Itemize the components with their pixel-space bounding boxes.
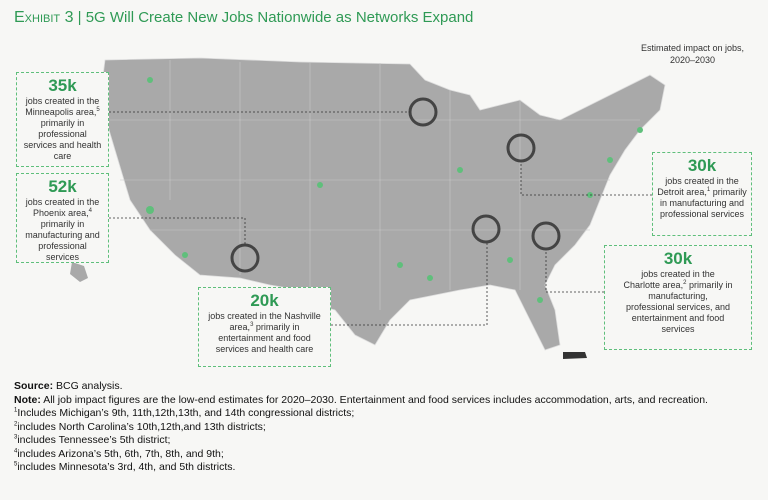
- footnote-text: includes Minnesota’s 3rd, 4th, and 5th d…: [17, 461, 236, 473]
- callout-text: jobs created in the Minneapolis area,5 p…: [21, 96, 104, 162]
- footnote-text: Includes Michigan’s 9th, 11th,12th,13th,…: [17, 407, 355, 419]
- title: Exhibit 3 | 5G Will Create New Jobs Nati…: [14, 9, 473, 27]
- footnote-mark: 2: [14, 421, 18, 427]
- footnote-mark: 3: [250, 322, 254, 328]
- state-borders: [110, 60, 640, 310]
- footnote-mark: 1: [706, 187, 711, 193]
- footnote-text: includes Arizona’s 5th, 6th, 7th, 8th, a…: [17, 447, 224, 460]
- legend-text: Estimated impact on jobs,: [640, 43, 744, 53]
- note-text: All job impact figures are the low-end e…: [43, 393, 708, 406]
- us-map: [99, 57, 666, 351]
- title-text: 5G Will Create New Jobs Nationwide as Ne…: [85, 9, 474, 26]
- source-text: BCG analysis.: [56, 380, 123, 392]
- callout-value: 20k: [250, 291, 279, 310]
- callout-value: 35k: [48, 76, 77, 95]
- callout-place: jobs created in the Nashville area,: [208, 311, 321, 332]
- callout-place: jobs created in the Charlotte area,: [623, 269, 715, 290]
- callout-detail: primarily in manufacturing and professio…: [659, 187, 747, 219]
- exhibit-label: Exhibit 3: [14, 9, 74, 26]
- footnote-text: includes North Carolina’s 10th,12th,and …: [17, 420, 266, 433]
- callout-value: 52k: [48, 177, 77, 196]
- footnotes: 1Includes Michigan’s 9th, 11th,12th,13th…: [14, 407, 759, 475]
- callout-text: jobs created in the Phoenix area,4 prima…: [21, 197, 104, 263]
- callout-detail: primarily in manufacturing, professional…: [625, 280, 733, 334]
- callout: 52k jobs created in the Phoenix area,4 pr…: [16, 173, 109, 263]
- source: Source: BCG analysis.: [14, 380, 759, 394]
- legend: Estimated impact on jobs, 2020–2030: [641, 42, 744, 66]
- callout: 30k jobs created in the Detroit area,1 pr…: [652, 152, 752, 236]
- note-label: Note:: [14, 393, 41, 406]
- hawaii: [70, 262, 88, 282]
- footnote-mark: 1: [14, 407, 18, 414]
- highlight-circles: [230, 97, 561, 273]
- footnote-mark: 5: [96, 107, 100, 113]
- footnote-mark: 2: [683, 280, 687, 286]
- legend-text: 2020–2030: [669, 55, 715, 65]
- footnote-mark: 4: [88, 208, 92, 214]
- callout-text: jobs created in the Nashville area,3 pri…: [203, 311, 326, 355]
- leader-lines: [109, 111, 652, 326]
- callout: 20k jobs created in the Nashville area,3 …: [198, 287, 331, 367]
- footnote: 4includes Arizona’s 5th, 6th, 7th, 8th, …: [14, 448, 759, 462]
- footnote: 5includes Minnesota’s 3rd, 4th, and 5th …: [14, 461, 759, 475]
- callout-detail: primarily in professional services and h…: [23, 118, 102, 161]
- callout: 35k jobs created in the Minneapolis area,…: [16, 72, 109, 167]
- callout-text: jobs created in the Detroit area,1 prima…: [657, 176, 747, 220]
- footnote-mark: 3: [14, 434, 18, 441]
- callout-place: jobs created in the Phoenix area,: [25, 197, 100, 218]
- source-label: Source:: [14, 380, 54, 392]
- callout-place: jobs created in the Minneapolis area,: [25, 96, 100, 117]
- footnote-mark: 4: [14, 448, 18, 454]
- callout-value: 30k: [687, 156, 717, 175]
- footer: Source: BCG analysis. Note: All job impa…: [14, 380, 759, 475]
- callout-detail: primarily in entertainment and food serv…: [215, 322, 314, 354]
- map: [70, 57, 666, 359]
- footnote-mark: 5: [14, 461, 18, 468]
- callout-detail: primarily in manufacturing and professio…: [25, 219, 100, 262]
- city-dots: [146, 77, 643, 303]
- callout-text: jobs created in the Charlotte area,2 pri…: [623, 269, 733, 335]
- callout-place: jobs created in the Detroit area,: [657, 176, 739, 197]
- footnote-text: includes Tennessee’s 5th district;: [17, 434, 171, 446]
- callout: 30k jobs created in the Charlotte area,2 …: [604, 245, 752, 350]
- footnote: 1Includes Michigan’s 9th, 11th,12th,13th…: [14, 407, 759, 421]
- puerto-rico: [563, 352, 587, 359]
- separator: |: [77, 9, 82, 26]
- note: Note: All job impact figures are the low…: [14, 394, 759, 408]
- callout-value: 30k: [663, 249, 693, 268]
- footnote: 2includes North Carolina’s 10th,12th,and…: [14, 421, 759, 435]
- footnote: 3includes Tennessee’s 5th district;: [14, 434, 759, 448]
